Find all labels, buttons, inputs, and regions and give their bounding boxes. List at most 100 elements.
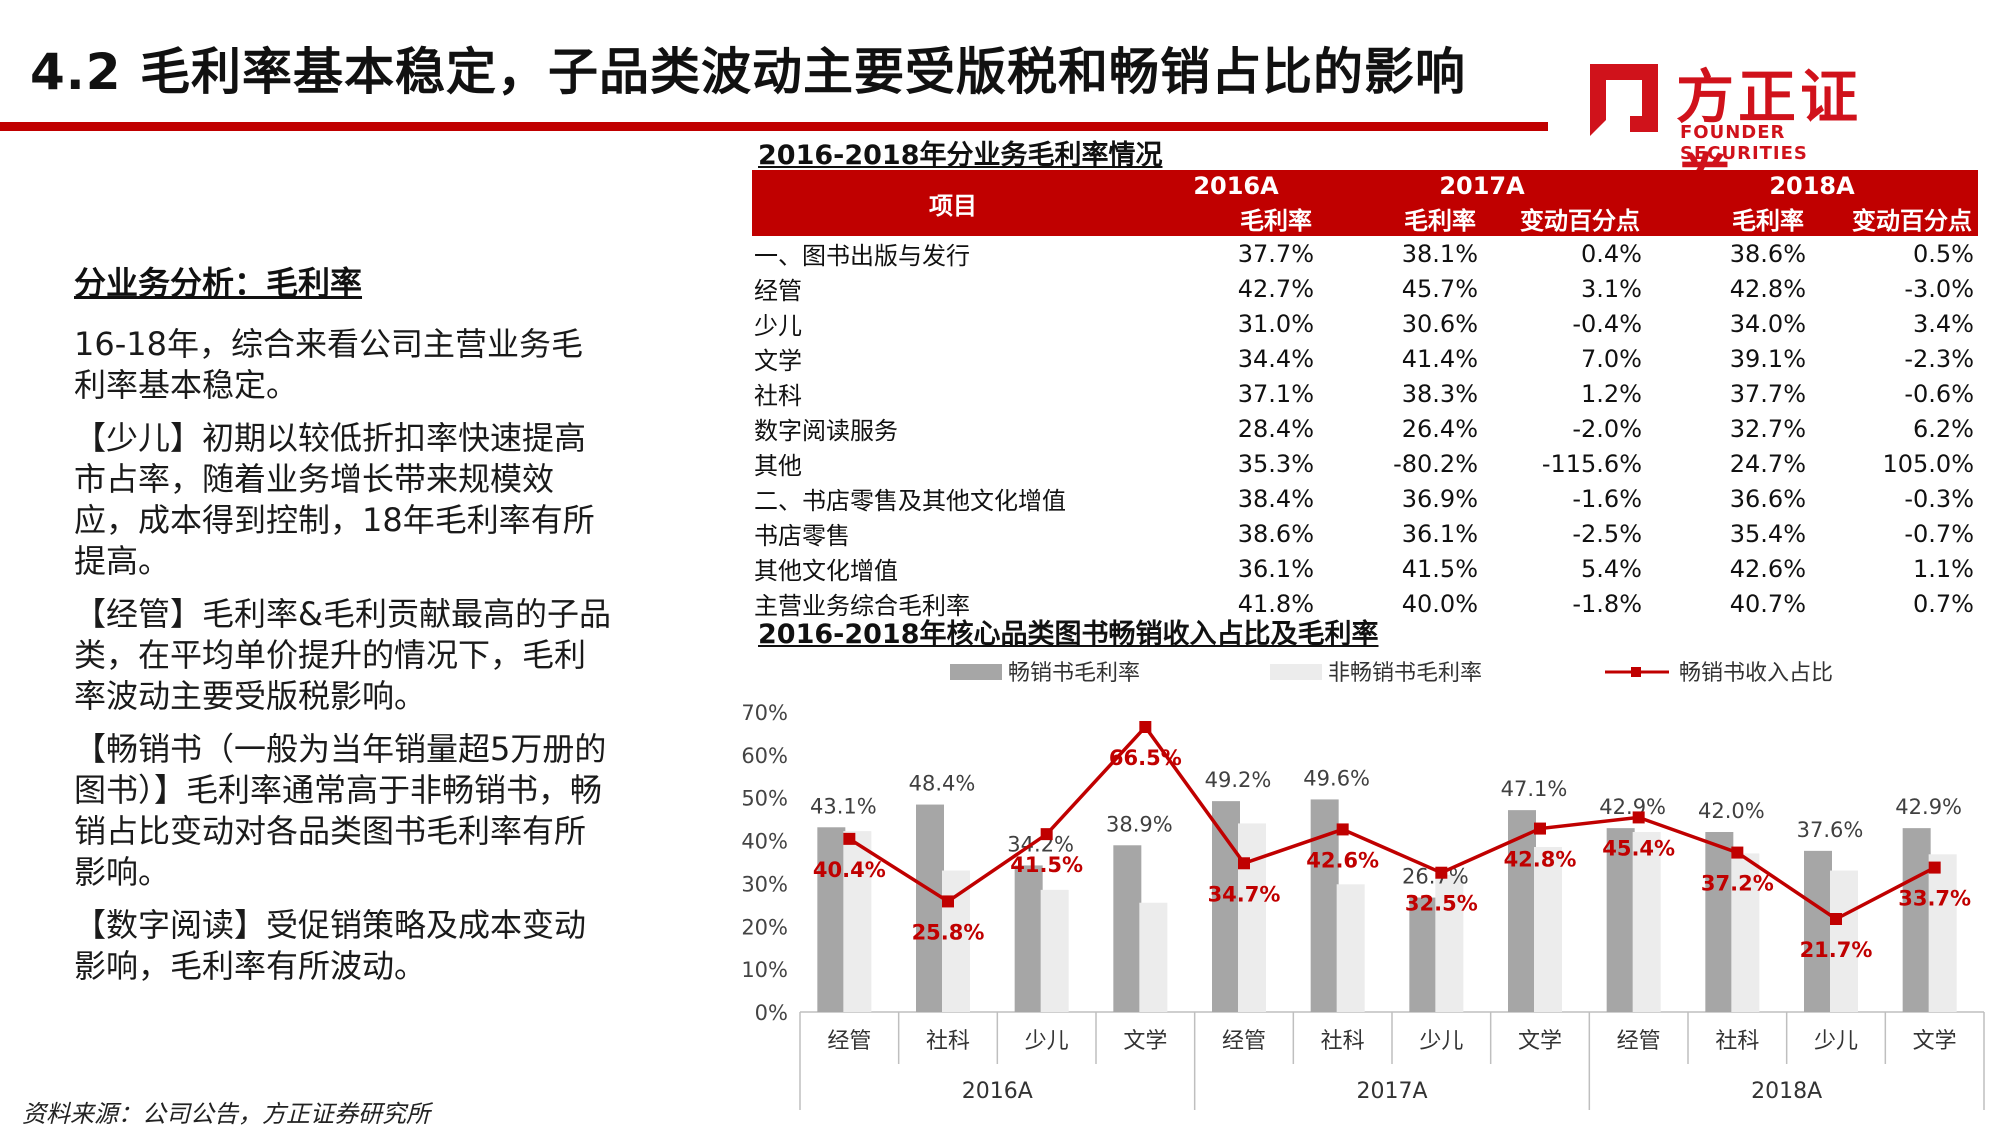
table-cell-value: 3.1% [1581, 274, 1642, 303]
table-row: 书店零售 38.6% 36.1% -2.5% 35.4% -0.7% [752, 516, 1978, 551]
table-cell-value: 36.1% [1401, 519, 1478, 548]
bar-data-label: 42.0% [1698, 799, 1765, 823]
company-logo: 方正证券 FOUNDER SECURITIES [1580, 52, 1920, 215]
table-cell-value: 38.3% [1401, 379, 1478, 408]
line-point [843, 832, 856, 845]
bar-bestseller-margin [1902, 828, 1931, 1012]
bar-nonbestseller-margin [843, 831, 872, 1012]
x-tick-label: 文学 [1123, 1029, 1167, 1054]
bar-data-label: 49.2% [1205, 768, 1272, 792]
bar-nonbestseller-margin [1040, 889, 1069, 1012]
y-tick-label: 60% [741, 744, 788, 768]
bar-bestseller-margin [817, 827, 846, 1012]
table-body: 一、图书出版与发行 37.7% 38.1% 0.4% 38.6% 0.5% 经管 42.7% 4… [752, 236, 1978, 621]
table-cell-value: 0.4% [1581, 239, 1642, 268]
bar-bestseller-margin [1508, 810, 1536, 1012]
table-cell-value: 37.7% [1729, 379, 1806, 408]
bar-bestseller-margin [1705, 832, 1734, 1012]
line-data-label: 40.4% [813, 858, 886, 882]
table-cell-value: 37.7% [1237, 239, 1314, 268]
legend-label: 畅销书收入占比 [1679, 661, 1833, 686]
table-header-year: 2018A [1646, 170, 1978, 201]
table-cell-item: 一、图书出版与发行 [754, 242, 970, 270]
analysis-heading: 分业务分析：毛利率 [74, 264, 363, 302]
x-tick-label: 经管 [827, 1029, 871, 1054]
table-header-year: 2017A [1318, 170, 1646, 201]
x-tick-label: 少儿 [1025, 1029, 1069, 1054]
bar-bestseller-margin [1409, 897, 1438, 1012]
table-cell-value: 34.4% [1237, 344, 1314, 373]
x-tick-label: 社科 [926, 1029, 970, 1054]
table-cell-value: 0.7% [1913, 589, 1974, 618]
table-cell-value: 38.6% [1729, 239, 1806, 268]
chart-title: 2016-2018年核心品类图书畅销收入占比及毛利率 [758, 619, 1379, 650]
line-data-label: 66.5% [1109, 746, 1182, 770]
bar-nonbestseller-margin [1731, 853, 1760, 1012]
bar-bestseller-margin [916, 804, 944, 1012]
bar-bestseller-margin [1212, 801, 1240, 1012]
x-group-label: 2017A [1356, 1079, 1427, 1104]
table-row: 经管 42.7% 45.7% 3.1% 42.8% -3.0% [752, 271, 1978, 306]
line-point [1534, 822, 1546, 835]
source-note: 资料来源：公司公告，方正证券研究所 [22, 1100, 430, 1125]
table-cell-value: 42.6% [1729, 554, 1806, 583]
table-subheader: 毛利率 [1318, 201, 1482, 236]
line-point [1928, 861, 1941, 874]
y-tick-label: 70% [741, 701, 788, 725]
table-cell-value: 36.1% [1237, 554, 1314, 583]
table-cell-item: 社科 [754, 382, 802, 410]
table-cell-value: 5.4% [1581, 554, 1642, 583]
table-header-year: 2016A [1154, 170, 1318, 201]
line-data-label: 37.2% [1701, 872, 1774, 896]
legend-label: 畅销书毛利率 [1008, 661, 1140, 686]
table-row: 其他文化增值 36.1% 41.5% 5.4% 42.6% 1.1% [752, 551, 1978, 586]
table-cell-value: 30.6% [1401, 309, 1478, 338]
table-row: 一、图书出版与发行 37.7% 38.1% 0.4% 38.6% 0.5% [752, 236, 1978, 271]
bar-nonbestseller-margin [1435, 874, 1464, 1012]
bar-nonbestseller-margin [1928, 854, 1957, 1012]
line-data-label: 42.8% [1504, 848, 1577, 872]
table-cell-value: 28.4% [1237, 414, 1314, 443]
table-cell-value: 41.4% [1401, 344, 1478, 373]
line-data-label: 42.6% [1306, 848, 1379, 872]
bar-nonbestseller-margin [1336, 884, 1365, 1012]
table-cell-value: 1.2% [1581, 379, 1642, 408]
legend-marker [1631, 667, 1641, 677]
x-tick-label: 经管 [1222, 1029, 1266, 1054]
y-tick-label: 40% [741, 830, 788, 854]
bar-data-label: 49.6% [1303, 766, 1370, 790]
logo-name-en: FOUNDER SECURITIES [1680, 122, 1808, 164]
table-cell-value: -115.6% [1541, 449, 1642, 478]
bar-bestseller-margin [1606, 828, 1635, 1012]
bar-data-label: 38.9% [1106, 812, 1173, 836]
table-cell-value: 38.1% [1401, 239, 1478, 268]
table-cell-value: 7.0% [1581, 344, 1642, 373]
table-row: 主营业务综合毛利率 41.8% 40.0% -1.8% 40.7% 0.7% [752, 586, 1978, 621]
table-title: 2016-2018年分业务毛利率情况 [758, 140, 1163, 171]
table-row: 二、书店零售及其他文化增值 38.4% 36.9% -1.6% 36.6% -0.3% [752, 481, 1978, 516]
table-row: 文学 34.4% 41.4% 7.0% 39.1% -2.3% [752, 341, 1978, 376]
line-data-label: 34.7% [1208, 882, 1281, 906]
y-tick-label: 30% [741, 872, 788, 896]
line-point [1830, 913, 1842, 925]
table-cell-value: 35.4% [1729, 519, 1806, 548]
line-data-label: 45.4% [1602, 836, 1675, 860]
bar-nonbestseller-margin [1534, 847, 1562, 1012]
line-point [1238, 857, 1250, 870]
bar-nonbestseller-margin [1830, 870, 1858, 1012]
line-point [1632, 811, 1645, 824]
bar-data-label: 37.6% [1797, 818, 1864, 842]
table-cell-value: -0.3% [1904, 484, 1974, 513]
table-cell-value: 40.7% [1729, 589, 1806, 618]
analysis-paragraph: 【畅销书（一般为当年销量超5万册的图书）】毛利率通常高于非畅销书，畅销占比变动对… [74, 730, 607, 891]
bar-data-label: 43.1% [810, 794, 877, 818]
table-cell-value: 3.4% [1913, 309, 1974, 338]
table-row: 少儿 31.0% 30.6% -0.4% 34.0% 3.4% [752, 306, 1978, 341]
table-cell-value: -80.2% [1393, 449, 1478, 478]
table-cell-value: 0.5% [1913, 239, 1974, 268]
line-data-label: 33.7% [1898, 887, 1971, 911]
table-row: 其他 35.3% -80.2% -115.6% 24.7% 105.0% [752, 446, 1978, 481]
line-point [1336, 823, 1349, 836]
y-tick-label: 50% [741, 787, 788, 811]
line-point [1435, 866, 1448, 879]
